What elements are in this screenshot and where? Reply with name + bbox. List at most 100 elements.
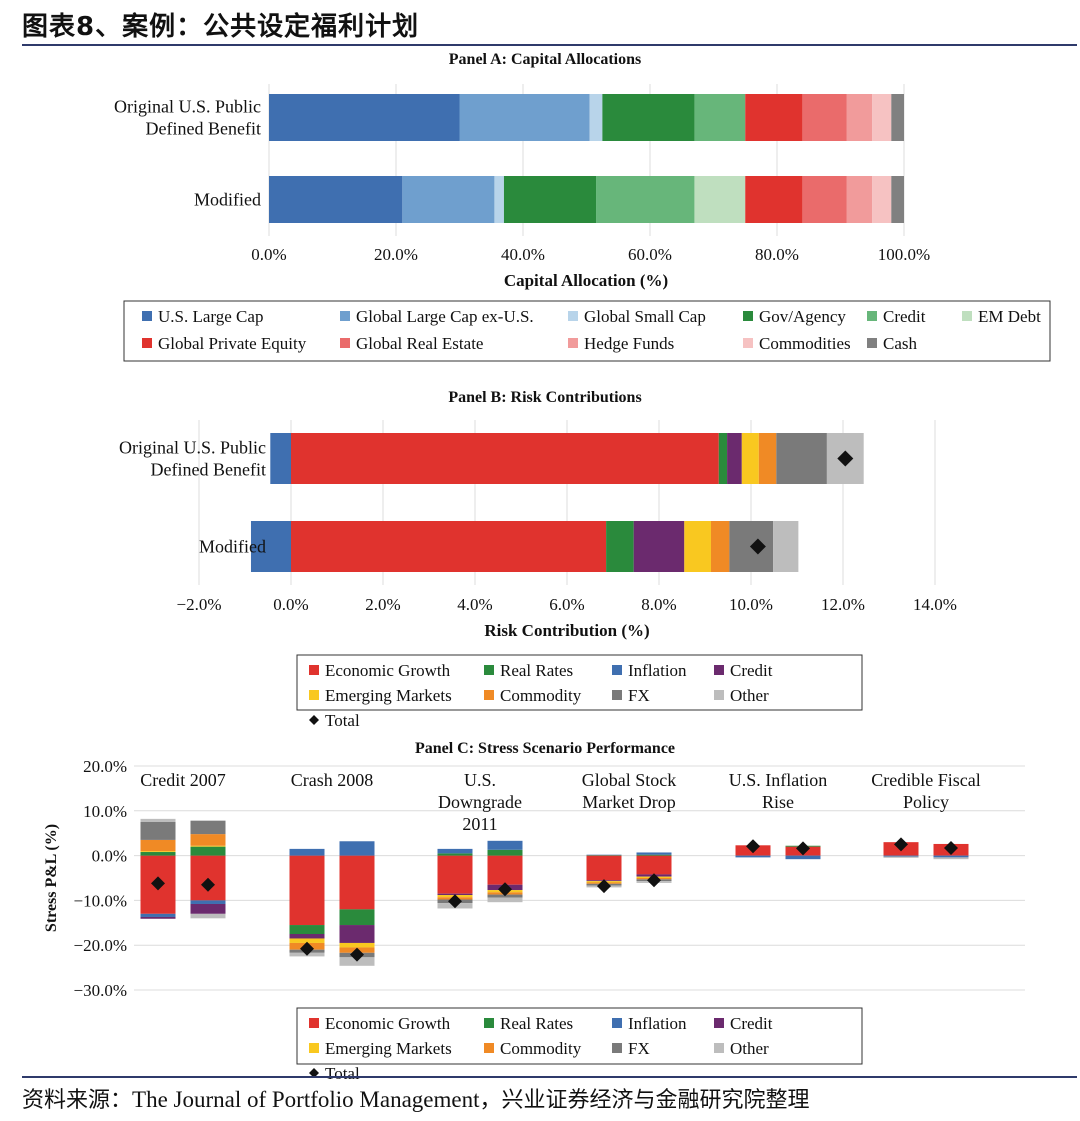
panel-a-category-label: Original U.S. Public Defined Benefit xyxy=(114,97,261,139)
panel-a-bar-segment xyxy=(459,94,590,141)
panel-c-legend-label-credit: Credit xyxy=(730,1014,773,1033)
panel-a-legend-swatch-credit xyxy=(867,311,877,321)
panel-a-bar-segment xyxy=(802,176,847,223)
panel-b-legend-swatch-emerging-markets xyxy=(309,690,319,700)
panel-b-tick-label: 2.0% xyxy=(365,595,400,614)
panel-c-scenario-label-line: Crash 2008 xyxy=(291,770,374,790)
panel-c-scenario-label-line: U.S. Inflation xyxy=(729,770,828,790)
panel-b-legend-label-commodity: Commodity xyxy=(500,686,582,705)
panel-b-legend-swatch-economic-growth xyxy=(309,665,319,675)
panel-c-bar-segment xyxy=(785,855,821,860)
panel-b-risk-contributions: Panel B: Risk Contributions Original U.S.… xyxy=(119,389,957,730)
panel-b-category-label-line: Defined Benefit xyxy=(151,460,266,480)
panel-c-bar-segment xyxy=(636,852,672,855)
panel-c-legend-label-fx: FX xyxy=(628,1039,650,1058)
panel-b-tick-label: 8.0% xyxy=(641,595,676,614)
source-name: The Journal of Portfolio Management xyxy=(132,1087,480,1112)
panel-c-bar-segment xyxy=(190,903,226,914)
panel-c-legend-swatch-economic-growth xyxy=(309,1018,319,1028)
panel-a-legend-label-commodities: Commodities xyxy=(759,334,851,353)
panel-a-bar-segment xyxy=(269,176,403,223)
panel-c-scenario-label-line: Market Drop xyxy=(582,792,675,812)
source-prefix: 资料来源： xyxy=(22,1088,133,1113)
panel-b-legend-swatch-real-rates xyxy=(484,665,494,675)
panel-b-legend-label-economic-growth: Economic Growth xyxy=(325,661,451,680)
panel-c-scenario-label-line: Policy xyxy=(903,792,949,812)
panel-c-legend-label-total: Total xyxy=(325,1064,360,1083)
panel-c-legend-box xyxy=(296,1007,863,1065)
panel-c-tick-label: −20.0% xyxy=(74,936,128,955)
panel-b-bar-segment xyxy=(773,521,799,572)
panel-c-bar-segment xyxy=(289,925,325,934)
panel-b-legend-swatch-fx xyxy=(612,690,622,700)
panel-c-bar-segment xyxy=(487,840,523,850)
panel-c-bar-segment xyxy=(140,839,176,852)
panel-c-legend-swatch-fx xyxy=(612,1043,622,1053)
panel-c-bar-segment xyxy=(339,841,375,856)
panel-a-category-label-line: Defined Benefit xyxy=(146,119,261,139)
panel-c-scenario-label: Credit 2007 xyxy=(140,770,226,790)
panel-a-legend-label-credit: Credit xyxy=(883,307,926,326)
panel-a-category-label: Modified xyxy=(194,190,261,210)
panel-c-bar-segment xyxy=(339,855,375,910)
panel-b-legend-swatch-credit xyxy=(714,665,724,675)
panel-a-legend-swatch-global-real-estate xyxy=(340,338,350,348)
panel-c-bar-segment xyxy=(437,848,473,854)
panel-c-bar-segment xyxy=(487,849,523,856)
panel-c-total-marker xyxy=(350,947,364,962)
panel-a-legend-swatch-em-debt xyxy=(962,311,972,321)
panel-c-total-marker xyxy=(300,941,314,956)
panel-c-total-marker xyxy=(894,837,908,852)
panel-a-tick-label: 20.0% xyxy=(374,245,418,264)
panel-a-bar-segment xyxy=(694,94,746,141)
panel-a-title: Panel A: Capital Allocations xyxy=(449,51,641,68)
panel-b-tick-label: 14.0% xyxy=(913,595,957,614)
panel-c-bar-segment xyxy=(437,853,473,856)
panel-b-bar-segment xyxy=(710,521,730,572)
panel-b-tick-label: −2.0% xyxy=(177,595,222,614)
panel-a-bar-segment xyxy=(872,94,892,141)
panel-b-legend-swatch-total xyxy=(309,715,319,725)
panel-c-bar-segment xyxy=(289,938,325,943)
panel-c-legend-swatch-emerging-markets xyxy=(309,1043,319,1053)
panel-a-legend-label-cash: Cash xyxy=(883,334,918,353)
panel-c-bar-segment xyxy=(487,855,523,885)
panel-c-bar-segment xyxy=(190,846,226,856)
panel-a-bar-segment xyxy=(589,94,603,141)
panel-b-bar-segment xyxy=(291,433,719,484)
panel-c-bar-segment xyxy=(339,909,375,926)
panel-c-total-marker xyxy=(151,876,165,891)
panel-a-tick-label: 60.0% xyxy=(628,245,672,264)
panel-b-category-label-line: Original U.S. Public xyxy=(119,438,266,458)
panel-a-bar-segment xyxy=(596,176,695,223)
panel-c-legend-label-inflation: Inflation xyxy=(628,1014,687,1033)
panel-c-bar-segment xyxy=(140,852,176,856)
panel-a-tick-label: 80.0% xyxy=(755,245,799,264)
panel-a-legend-swatch-global-private-equity xyxy=(142,338,152,348)
panel-c-tick-label: −30.0% xyxy=(74,981,128,1000)
panel-a-legend-label-global-real-estate: Global Real Estate xyxy=(356,334,483,353)
panel-b-bar-segment xyxy=(684,521,711,572)
panel-a-legend-swatch-u-s-large-cap xyxy=(142,311,152,321)
panel-a-bar-segment xyxy=(891,94,904,141)
panel-c-scenario-label: U.S. Inflation Rise xyxy=(729,770,828,812)
panel-a-category-label-line: Modified xyxy=(194,190,261,210)
panel-c-tick-label: −10.0% xyxy=(74,891,128,910)
panel-c-tick-label: 20.0% xyxy=(83,757,127,776)
title-divider xyxy=(22,44,1077,46)
panel-b-tick-label: 4.0% xyxy=(457,595,492,614)
panel-b-total-marker xyxy=(837,450,854,467)
panel-b-tick-label: 12.0% xyxy=(821,595,865,614)
panel-c-bar-segment xyxy=(883,855,919,857)
panel-a-legend-label-u-s-large-cap: U.S. Large Cap xyxy=(158,307,263,326)
panel-c-bar-segment xyxy=(140,818,176,822)
panel-a-legend-swatch-global-large-cap-ex-u-s- xyxy=(340,311,350,321)
panel-b-bar-segment xyxy=(633,521,685,572)
panel-c-legend-swatch-credit xyxy=(714,1018,724,1028)
panel-c-bar-segment xyxy=(339,942,375,948)
panel-c-scenario-label-line: Rise xyxy=(762,792,794,812)
panel-c-legend-swatch-real-rates xyxy=(484,1018,494,1028)
panel-a-category-label-line: Original U.S. Public xyxy=(114,97,261,117)
panel-a-legend-swatch-gov-agency xyxy=(743,311,753,321)
